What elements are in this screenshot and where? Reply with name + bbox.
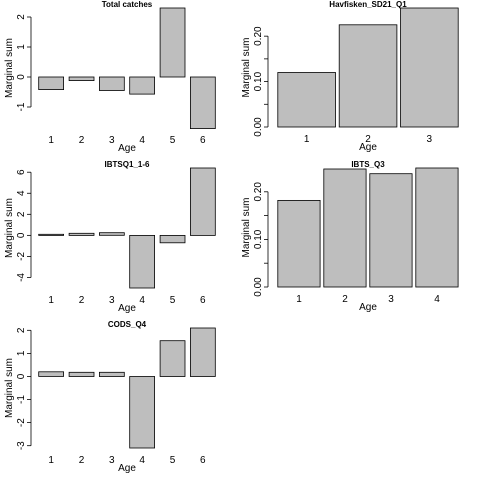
bar-age-1	[277, 72, 336, 128]
y-axis-label: Marginal sum	[241, 197, 252, 257]
bar-age-4	[415, 167, 459, 288]
x-tick-label: 5	[170, 135, 176, 146]
y-tick-label: -2	[16, 252, 27, 261]
y-tick-label: 0	[16, 74, 27, 80]
x-tick-label: 3	[388, 294, 394, 305]
y-tick-label: 0.00	[253, 117, 264, 137]
x-axis-label: Age	[118, 143, 136, 154]
x-tick-label: 1	[48, 455, 54, 466]
x-tick-label: 6	[200, 455, 206, 466]
y-tick-label: 0	[16, 232, 27, 238]
x-tick-label: 3	[109, 295, 115, 306]
y-tick-label: 0.10	[253, 71, 264, 91]
bar-age-5	[159, 234, 186, 244]
x-tick-label: 4	[434, 294, 440, 305]
x-tick-label: 5	[170, 455, 176, 466]
bar-age-2	[68, 371, 95, 377]
chart-panel-1: Total catches 1 2 3 4 5 6 -1 0 1 2 Marginal sum Age	[4, 0, 216, 154]
bar-age-3	[400, 7, 459, 128]
x-tick-label: 2	[79, 455, 85, 466]
x-tick-label: 3	[109, 455, 115, 466]
bar-age-5	[159, 340, 186, 377]
x-tick-label: 2	[79, 295, 85, 306]
bar-age-6	[189, 167, 216, 236]
x-axis-label: Age	[359, 302, 377, 313]
bar-age-1	[38, 371, 65, 377]
y-axis-label: Marginal sum	[241, 37, 252, 97]
x-axis-label: Age	[118, 463, 136, 474]
bar-age-4	[129, 234, 155, 289]
bar-age-2	[68, 76, 95, 81]
y-tick-label: 2	[16, 14, 27, 20]
bar-age-1	[38, 233, 65, 236]
y-tick-label: 6	[16, 169, 27, 175]
y-tick-label: 2	[16, 211, 27, 217]
chart-title: CODS_Q4	[108, 320, 147, 329]
y-tick-label: -2	[16, 418, 27, 427]
x-tick-label: 4	[139, 135, 145, 146]
y-tick-label: 0.20	[253, 182, 264, 202]
chart-panel-2: Havfisken_SD21_Q1 1 2 3 0.00 0.10 0.20Marginal…	[241, 0, 459, 153]
x-tick-label: 2	[79, 135, 85, 146]
y-tick-label: 0.20	[253, 26, 264, 46]
chart-title: IBTSQ1_1-6	[105, 160, 150, 169]
y-tick-label: 1	[16, 44, 27, 50]
y-axis-label: Marginal sum	[4, 38, 15, 98]
x-tick-label: 2	[342, 294, 348, 305]
x-tick-label: 1	[304, 134, 310, 145]
x-tick-label: 3	[427, 134, 433, 145]
y-tick-label: -4	[16, 273, 27, 282]
y-tick-label: -3	[16, 441, 27, 450]
x-tick-label: 6	[200, 135, 206, 146]
chart-title: Total catches	[102, 0, 153, 9]
x-axis-label: Age	[359, 142, 377, 153]
y-axis-label: Marginal sum	[4, 198, 15, 258]
y-tick-label: 4	[16, 190, 27, 196]
y-tick-label: -1	[16, 102, 27, 111]
bar-age-4	[129, 76, 155, 95]
y-tick-label: 1	[16, 350, 27, 356]
x-tick-label: 3	[109, 135, 115, 146]
x-tick-label: 1	[48, 135, 54, 146]
chart-title: IBTS_Q3	[351, 160, 385, 169]
x-tick-label: 2	[365, 134, 371, 145]
bar-age-1	[38, 76, 65, 91]
bar-age-3	[99, 76, 125, 91]
chart-panel-5: CODS_Q4 1 2 3 4 5 6 -3 -2 -1 0 1 2 Marginal sum Age	[4, 320, 216, 474]
bar-age-2	[338, 24, 398, 128]
bar-age-5	[159, 7, 186, 78]
x-tick-label: 6	[200, 295, 206, 306]
x-axis-label: Age	[118, 303, 136, 314]
x-tick-label: 1	[296, 294, 302, 305]
y-tick-label: -1	[16, 395, 27, 404]
y-tick-label: 2	[16, 327, 27, 333]
x-tick-label: 5	[170, 295, 176, 306]
y-tick-label: 0.10	[253, 229, 264, 249]
bar-age-6	[189, 327, 216, 377]
x-tick-label: 4	[139, 295, 145, 306]
y-tick-label: 0	[16, 373, 27, 379]
bar-age-6	[189, 76, 216, 129]
y-tick-label: 0.00	[253, 277, 264, 297]
y-axis-label: Marginal sum	[4, 358, 15, 418]
chart-title: Havfisken_SD21_Q1	[329, 0, 407, 9]
chart-panel-3: IBTSQ1_1-6 1 2 3 4 5 6 -4 -2 0 2 4 6 Marginal sum Age	[4, 160, 216, 314]
bar-age-2	[323, 168, 367, 288]
x-tick-label: 4	[139, 455, 145, 466]
x-tick-label: 1	[48, 295, 54, 306]
bar-age-1	[277, 199, 321, 288]
bar-age-3	[99, 232, 125, 236]
bar-age-4	[129, 376, 155, 449]
bar-age-3	[369, 173, 413, 288]
bar-age-2	[68, 232, 95, 236]
bar-age-3	[99, 371, 125, 377]
